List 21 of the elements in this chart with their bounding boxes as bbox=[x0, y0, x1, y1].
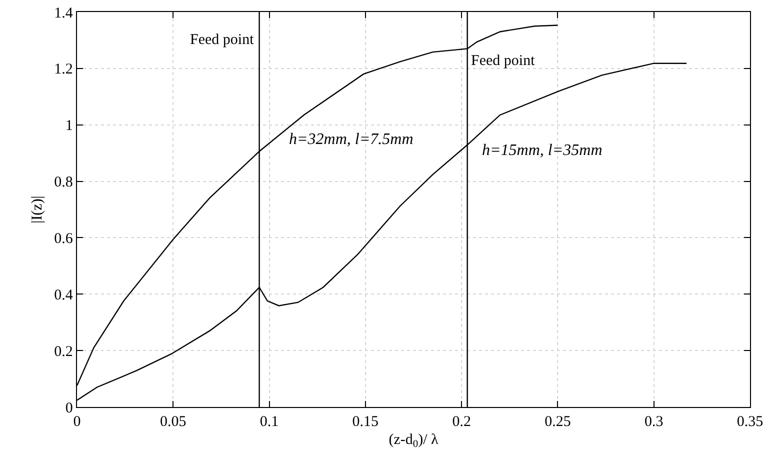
x-tick-label: 0.2 bbox=[452, 414, 471, 430]
x-tick-label: 0.35 bbox=[736, 414, 764, 430]
y-tick-label: 0 bbox=[65, 400, 73, 416]
x-tick-label: 0.05 bbox=[160, 414, 186, 430]
x-tick-label: 0.15 bbox=[352, 414, 379, 430]
x-axis-title: (z-d$_{0}$)/ λ bbox=[388, 432, 440, 450]
ref-line-label: Feed point bbox=[471, 53, 536, 69]
y-tick-label: 1.2 bbox=[54, 62, 73, 78]
x-tick-label: 0.25 bbox=[544, 414, 571, 430]
y-axis-title: |I(z)| bbox=[29, 196, 46, 224]
y-tick-label: 0.6 bbox=[54, 230, 74, 247]
y-tick-label: 0.8 bbox=[54, 174, 73, 191]
ref-line-label: Feed point bbox=[190, 32, 255, 48]
y-tick-label: 0.2 bbox=[54, 344, 73, 360]
x-tick-label: 0.3 bbox=[644, 414, 664, 430]
annotation: h=32mm, l=7.5mm bbox=[289, 131, 414, 148]
y-tick-label: 1.4 bbox=[54, 5, 74, 22]
x-tick-label: 0.1 bbox=[260, 414, 279, 430]
y-tick-label: 1 bbox=[65, 118, 73, 134]
y-tick-label: 0.4 bbox=[54, 287, 74, 304]
annotation: h=15mm, l=35mm bbox=[482, 142, 602, 159]
